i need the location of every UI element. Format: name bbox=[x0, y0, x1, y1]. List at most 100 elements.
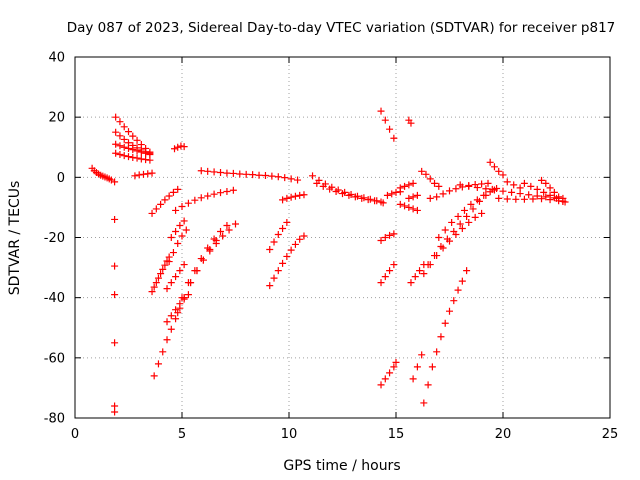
series-arc-22 bbox=[266, 218, 291, 254]
data-point bbox=[390, 134, 398, 142]
series-arc-09 bbox=[171, 142, 188, 153]
series-arc-28 bbox=[377, 230, 398, 245]
y-tick-label: -80 bbox=[44, 412, 65, 427]
series-arc-11 bbox=[150, 294, 188, 380]
data-point bbox=[174, 240, 182, 248]
data-point bbox=[161, 261, 169, 269]
data-point bbox=[424, 261, 432, 269]
data-point bbox=[120, 152, 128, 160]
data-point bbox=[131, 172, 139, 180]
x-tick-label: 5 bbox=[178, 427, 186, 442]
series-arc-29 bbox=[377, 261, 398, 287]
data-point bbox=[206, 247, 214, 255]
series-arc-33 bbox=[396, 200, 421, 214]
data-point bbox=[381, 273, 389, 281]
series-arc-01 bbox=[88, 164, 115, 184]
data-point bbox=[172, 273, 180, 281]
data-point bbox=[407, 279, 415, 287]
data-point bbox=[390, 363, 398, 371]
data-point bbox=[482, 185, 490, 193]
data-point bbox=[469, 205, 477, 213]
data-point bbox=[437, 333, 445, 341]
data-point bbox=[388, 190, 396, 198]
data-point bbox=[326, 185, 334, 193]
series-arc-25 bbox=[313, 179, 385, 206]
data-point bbox=[471, 213, 479, 221]
series-arc-15 bbox=[167, 217, 188, 241]
x-tick-label: 15 bbox=[388, 427, 405, 442]
data-point bbox=[177, 142, 185, 150]
data-point bbox=[266, 282, 274, 290]
data-point bbox=[486, 158, 494, 166]
data-point bbox=[413, 191, 421, 199]
data-point bbox=[133, 136, 141, 144]
data-point bbox=[274, 230, 282, 238]
axis-ticks bbox=[74, 56, 611, 419]
data-point bbox=[116, 150, 124, 158]
y-tick-label: 40 bbox=[48, 51, 65, 66]
data-point bbox=[525, 191, 533, 199]
series-arc-27 bbox=[405, 116, 415, 127]
data-point bbox=[439, 190, 447, 198]
data-point bbox=[546, 184, 554, 192]
data-point bbox=[287, 175, 295, 183]
data-point bbox=[546, 191, 554, 199]
data-point bbox=[484, 179, 492, 187]
data-point bbox=[529, 195, 537, 203]
data-point bbox=[223, 187, 231, 195]
x-tick-labels: 0 5 10 15 20 25 bbox=[71, 427, 618, 442]
data-point bbox=[409, 193, 417, 201]
data-point bbox=[527, 182, 535, 190]
data-point bbox=[555, 193, 563, 201]
series-arc-31 bbox=[383, 188, 404, 199]
data-point bbox=[125, 153, 132, 161]
data-point bbox=[428, 363, 436, 371]
data-point bbox=[178, 294, 186, 302]
series-arc-16 bbox=[172, 186, 237, 214]
data-point bbox=[210, 235, 218, 243]
data-point bbox=[159, 348, 167, 356]
data-point bbox=[182, 226, 190, 234]
data-point bbox=[157, 200, 165, 208]
data-point bbox=[171, 145, 179, 153]
data-point bbox=[163, 336, 171, 344]
data-point bbox=[508, 188, 516, 196]
data-point bbox=[125, 144, 132, 152]
chart-title: Day 087 of 2023, Sidereal Day-to-day VTE… bbox=[67, 20, 616, 36]
series-arc-18 bbox=[174, 237, 220, 317]
x-tick-label: 10 bbox=[281, 427, 298, 442]
data-point bbox=[409, 205, 417, 213]
series-arc-13 bbox=[163, 261, 188, 293]
data-point bbox=[167, 279, 175, 287]
series-arc-48 bbox=[538, 176, 567, 205]
data-point bbox=[386, 369, 394, 377]
y-tick-labels: -80 -60 -40 -20 0 20 40 bbox=[44, 51, 65, 427]
data-point bbox=[111, 215, 119, 223]
data-point bbox=[422, 170, 430, 178]
series-arc-08 bbox=[148, 185, 182, 217]
data-point bbox=[283, 252, 291, 260]
data-point bbox=[433, 193, 441, 201]
data-point bbox=[456, 181, 464, 189]
data-point bbox=[538, 176, 546, 184]
data-point bbox=[418, 167, 426, 175]
data-point bbox=[495, 194, 503, 202]
data-point bbox=[454, 212, 462, 220]
data-point bbox=[163, 285, 171, 293]
data-point bbox=[420, 399, 428, 407]
data-point bbox=[279, 224, 287, 232]
series-arc-21 bbox=[266, 232, 308, 290]
data-point bbox=[473, 184, 481, 192]
series-arc-26 bbox=[377, 107, 398, 142]
data-point bbox=[441, 226, 449, 234]
data-point bbox=[431, 179, 439, 187]
data-point bbox=[150, 283, 158, 291]
data-point bbox=[339, 190, 346, 198]
data-point bbox=[167, 312, 175, 320]
data-point bbox=[416, 267, 424, 275]
series-arc-06 bbox=[112, 149, 154, 164]
data-point bbox=[332, 187, 340, 195]
data-point bbox=[386, 231, 394, 239]
data-point bbox=[212, 240, 220, 248]
series-arc-30 bbox=[377, 358, 400, 389]
